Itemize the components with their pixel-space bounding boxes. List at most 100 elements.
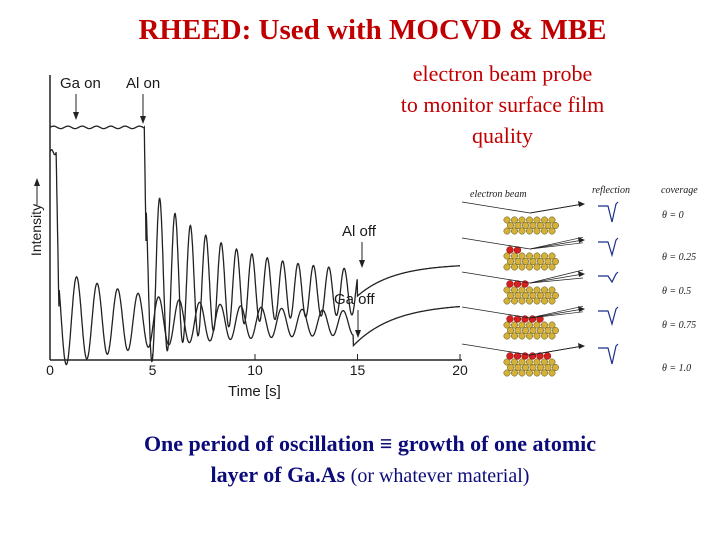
annotation-ga-on: Ga on <box>60 75 101 92</box>
arrowhead-ga-off <box>355 330 361 338</box>
substrate-atom <box>511 252 518 260</box>
adatom <box>543 352 552 360</box>
substrate-atom <box>544 292 552 299</box>
series-lower-trace <box>49 149 460 366</box>
x-tick-label-0: 0 <box>46 362 54 378</box>
adatom <box>536 352 544 360</box>
substrate-atom <box>503 263 511 271</box>
beam-arrowhead <box>578 306 585 312</box>
substrate-atom <box>537 222 544 229</box>
substrate-atom <box>503 321 511 329</box>
substrate-atom <box>548 263 556 271</box>
substrate-atom <box>548 227 556 235</box>
annotation-al-on: Al on <box>126 75 160 92</box>
annotation-al-off: Al off <box>342 223 377 240</box>
x-axis-label: Time [s] <box>228 383 281 400</box>
substrate-atom <box>511 358 518 366</box>
beam-arrowhead <box>578 343 585 349</box>
substrate-atom <box>526 369 533 377</box>
substrate-atom <box>518 332 526 340</box>
substrate-atom <box>526 263 533 271</box>
substrate-atom <box>522 364 529 371</box>
substrate-atom <box>511 297 518 305</box>
adatom <box>506 280 514 288</box>
subtitle-line-3: quality <box>471 123 534 148</box>
substrate-atom <box>552 258 559 265</box>
arrowhead-ga-on <box>73 112 79 120</box>
diagram-row-0 <box>461 201 619 235</box>
reflected-beam <box>529 203 584 214</box>
x-tick-label-4: 20 <box>452 362 468 378</box>
substrate-atom <box>526 252 533 260</box>
adatom <box>506 246 514 254</box>
substrate-atom <box>514 327 522 334</box>
substrate-atom <box>514 364 522 371</box>
incident-beam <box>461 271 531 284</box>
substrate-atom <box>541 227 548 235</box>
arrowhead-al-on <box>140 116 146 124</box>
substrate-atom <box>503 216 511 224</box>
substrate-atom <box>548 286 556 294</box>
diagram-row-4 <box>461 343 619 377</box>
substrate-atom <box>541 297 548 305</box>
adatom <box>506 352 514 360</box>
substrate-atom <box>533 321 541 329</box>
substrate-atom <box>518 286 526 294</box>
diagram-row-1 <box>461 236 619 271</box>
caption-line-2-paren: (or whatever material) <box>350 465 530 487</box>
substrate-atom <box>533 286 541 294</box>
substrate-atom <box>511 369 518 377</box>
substrate-atom <box>503 252 511 260</box>
diagram-row-2 <box>461 269 619 305</box>
coverage-label-4: θ = 1.0 <box>662 363 691 374</box>
slide-title: RHEED: Used with MOCVD & MBE <box>138 14 607 46</box>
substrate-atom <box>544 222 552 229</box>
series-upper-trace <box>49 125 460 363</box>
x-tick-label-2: 10 <box>247 362 263 378</box>
substrate-atom <box>529 327 537 334</box>
substrate-atom <box>522 222 529 229</box>
substrate-atom <box>507 364 514 371</box>
substrate-atom <box>541 369 548 377</box>
y-axis-label-group: Intensity <box>28 204 44 256</box>
reflection-profile <box>598 237 619 258</box>
incident-beam <box>461 201 531 214</box>
substrate-atom <box>541 252 548 260</box>
substrate-atom <box>533 227 541 235</box>
coverage-label-2: θ = 0.5 <box>662 286 691 297</box>
caption: One period of oscillation ≡ growth of on… <box>60 428 680 492</box>
substrate-atom <box>533 263 541 271</box>
substrate-atom <box>511 286 518 294</box>
substrate-atom <box>514 292 522 299</box>
substrate-atom <box>511 216 518 224</box>
substrate-atom <box>552 292 559 299</box>
reflected-beam <box>529 236 584 250</box>
substrate-atom <box>541 332 548 340</box>
caption-line-2-main: layer of Ga.As <box>210 462 346 487</box>
substrate-atom <box>503 358 511 366</box>
substrate-atom <box>541 286 548 294</box>
rheed-chart: 0 5 10 15 20 Time [s] Intensity Ga on Al on … <box>28 75 468 400</box>
beam-arrowhead <box>578 237 585 243</box>
incident-beam <box>461 237 531 250</box>
substrate-atom <box>548 297 556 305</box>
y-axis-label: Intensity <box>28 204 44 256</box>
substrate-atom <box>514 222 522 229</box>
substrate-atom <box>518 216 526 224</box>
substrate-atom <box>511 227 518 235</box>
coverage-diagram: electron beam reflection coverage θ = 0 … <box>461 185 698 377</box>
substrate-atom <box>552 364 559 371</box>
subtitle-line-1: electron beam probe <box>412 61 593 86</box>
reflected-beam <box>529 277 584 284</box>
x-tick-label-1: 5 <box>149 362 157 378</box>
substrate-atom <box>544 258 552 265</box>
substrate-atom <box>526 297 533 305</box>
substrate-atom <box>537 327 544 334</box>
reflected-beam <box>529 308 584 319</box>
incident-beam <box>461 343 531 356</box>
substrate-atom <box>537 364 544 371</box>
substrate-atom <box>503 332 511 340</box>
substrate-atom <box>503 297 511 305</box>
substrate-atom <box>511 263 518 271</box>
subtitle-line-2: to monitor surface film <box>400 92 605 117</box>
